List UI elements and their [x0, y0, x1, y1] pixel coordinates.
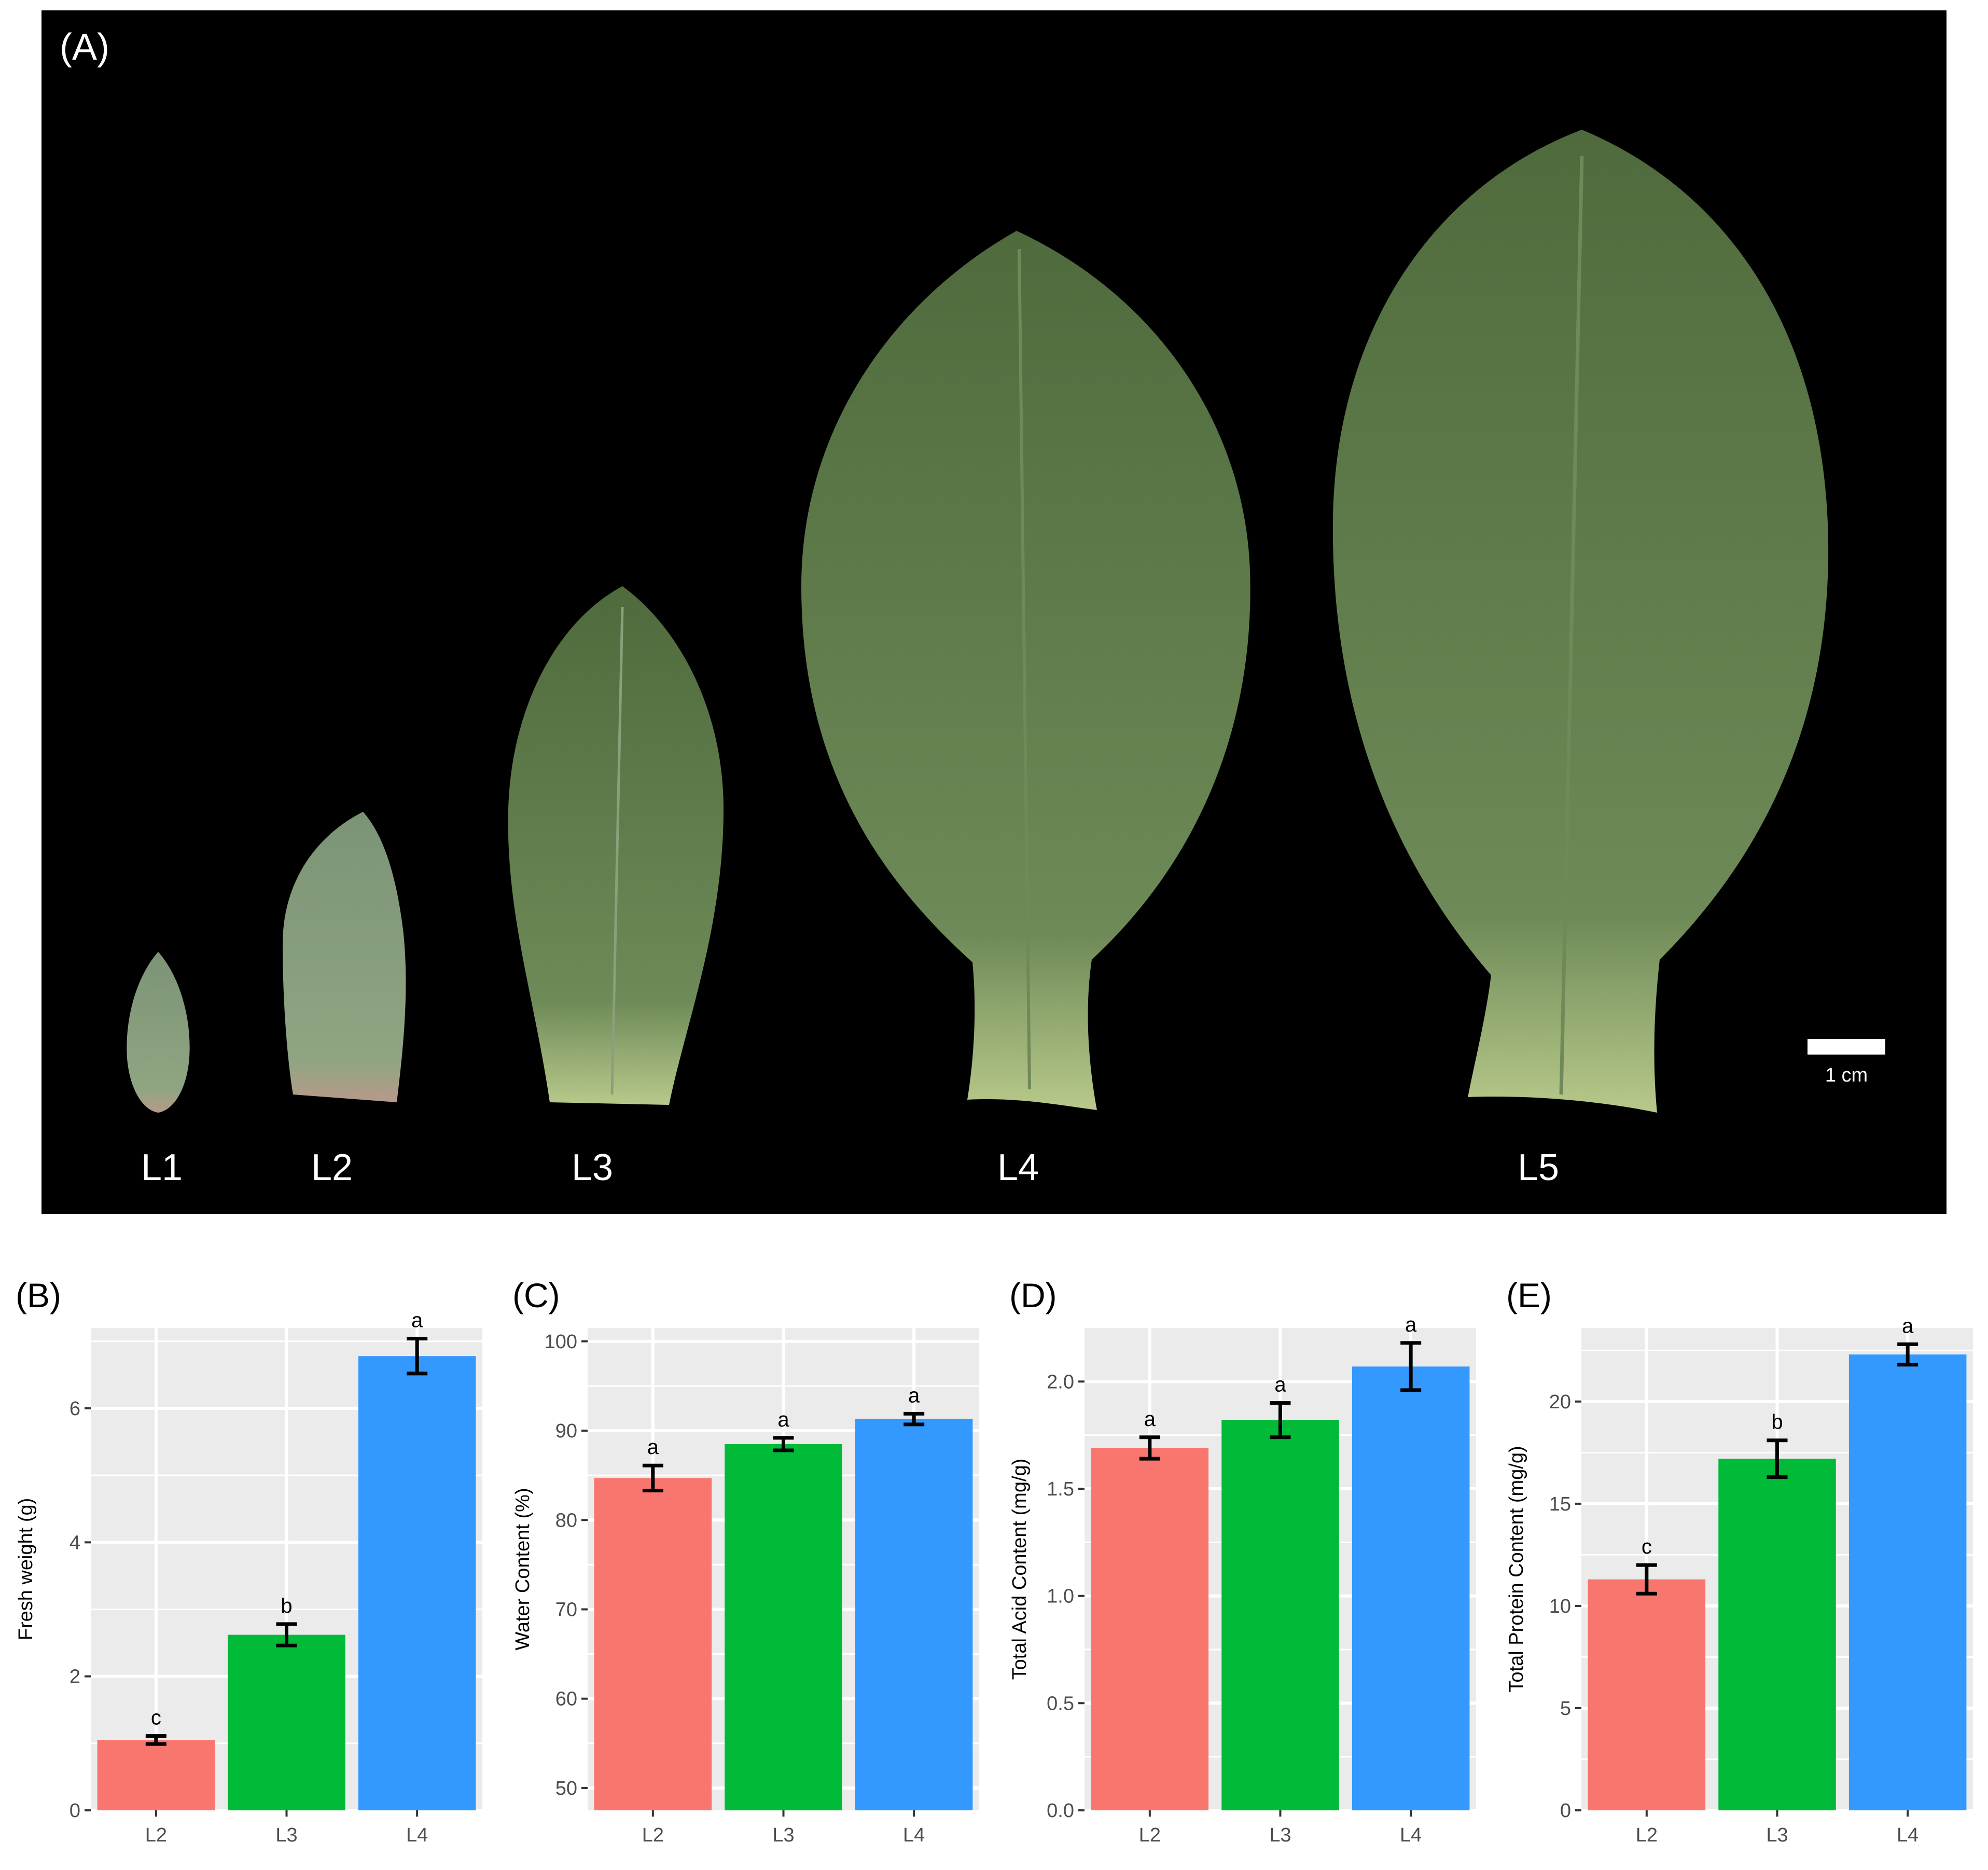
significance-letter-l3: b [1771, 1411, 1783, 1434]
leaf-l5 [1332, 130, 1829, 1113]
chart-d-total-acid: (D) 0.0 0.5 1.0 1.5 2.0 a L2 a L3 a L4 Total Acid Co… [1009, 1276, 1476, 1846]
y-tick-label: 4 [69, 1532, 80, 1554]
y-axis-title: Fresh weight (g) [15, 1498, 37, 1641]
y-tick-label: 6 [69, 1398, 80, 1420]
significance-letter-l2: c [1642, 1535, 1652, 1558]
y-tick-label: 5 [1560, 1698, 1571, 1720]
y-tick-label: 15 [1549, 1493, 1571, 1515]
panel-a-photo: (A) 1 cm L1 L2 L3 L4 L5 [41, 10, 1947, 1214]
significance-letter-l4: a [1902, 1315, 1914, 1338]
y-tick-label: 0.5 [1047, 1693, 1074, 1714]
panel-label: (B) [16, 1276, 61, 1314]
significance-letter-l4: a [411, 1309, 423, 1332]
panel-label: (E) [1506, 1276, 1552, 1314]
error-bar-l3 [1270, 1401, 1291, 1439]
x-tick-label-l3: L3 [1766, 1824, 1788, 1846]
y-tick-label: 20 [1549, 1391, 1571, 1413]
error-bar-l2 [1139, 1435, 1160, 1461]
panel-label: (D) [1009, 1276, 1057, 1314]
y-tick-label: 100 [545, 1331, 577, 1353]
significance-letter-l3: b [281, 1595, 292, 1617]
x-tick-label-l2: L2 [1139, 1824, 1161, 1846]
chart-b-fresh-weight: (B) 0 2 4 6 c L2 b L3 a L4 Fresh weight (g) [15, 1276, 482, 1846]
x-tick-label-l4: L4 [406, 1824, 428, 1846]
significance-letter-l3: a [777, 1408, 789, 1431]
error-bar-l2 [642, 1463, 663, 1492]
x-tick-label-l3: L3 [275, 1824, 297, 1846]
error-bar-l2 [1636, 1563, 1657, 1596]
error-bar-l4 [1400, 1341, 1422, 1392]
y-tick-label: 90 [555, 1420, 577, 1442]
leaf-l2 [283, 812, 406, 1102]
x-tick-label-l2: L2 [1636, 1824, 1658, 1846]
leaf-label-l5: L5 [1518, 1147, 1559, 1188]
significance-letter-l4: a [908, 1384, 920, 1407]
y-tick-label: 0 [69, 1800, 80, 1822]
error-bar-l3 [773, 1436, 794, 1452]
leaf-l5-midrib [1559, 155, 1584, 1095]
y-tick-label: 0.0 [1047, 1800, 1074, 1822]
y-tick-label: 0 [1560, 1800, 1571, 1822]
x-tick-label-l4: L4 [1897, 1824, 1919, 1846]
leaf-l3-midrib [610, 606, 624, 1095]
y-tick-label: 10 [1549, 1596, 1571, 1617]
panel-label: (C) [512, 1276, 560, 1314]
x-tick-label-l2: L2 [145, 1824, 167, 1846]
leaf-l4-midrib [1018, 248, 1031, 1090]
chart-e-total-protein: (E) 0 5 10 15 20 c L2 b L3 a L4 Total Protein Conten… [1506, 1276, 1973, 1846]
bar-l3 [228, 1634, 345, 1810]
bar-l4 [1352, 1366, 1470, 1810]
y-tick-label: 60 [555, 1688, 577, 1710]
error-bar-l2 [145, 1734, 166, 1746]
leaf-l1 [127, 952, 190, 1113]
scale-bar [1808, 1039, 1885, 1055]
error-bar-l4 [407, 1337, 428, 1376]
bar-l4 [1848, 1354, 1967, 1810]
leaf-label-l4: L4 [997, 1147, 1039, 1188]
chart-c-water-content: (C) 50 60 70 80 90 100 a L2 a L3 a L4 Water Content (… [512, 1276, 979, 1846]
y-tick-label: 80 [555, 1509, 577, 1531]
y-tick-label: 2.0 [1047, 1371, 1074, 1393]
x-tick-label-l4: L4 [1400, 1824, 1422, 1846]
panel-a-label: (A) [60, 26, 109, 68]
bar-l3 [725, 1444, 842, 1810]
y-axis-title: Water Content (%) [512, 1488, 534, 1650]
leaf-label-l1: L1 [141, 1147, 183, 1188]
significance-letter-l2: a [1144, 1408, 1156, 1431]
bar-l3 [1718, 1459, 1836, 1810]
significance-letter-l4: a [1405, 1313, 1417, 1336]
x-tick-label-l3: L3 [772, 1824, 794, 1846]
y-tick-label: 1.0 [1047, 1586, 1074, 1608]
x-tick-label-l4: L4 [903, 1824, 925, 1846]
bar-l4 [358, 1356, 476, 1810]
y-axis-title: Total Acid Content (mg/g) [1009, 1459, 1031, 1680]
significance-letter-l2: c [151, 1707, 161, 1729]
error-bar-l3 [276, 1622, 297, 1647]
scale-bar-label: 1 cm [1825, 1064, 1868, 1086]
bar-l3 [1221, 1420, 1339, 1810]
error-bar-l4 [903, 1411, 925, 1426]
bar-l2 [594, 1478, 712, 1810]
x-tick-label-l3: L3 [1269, 1824, 1291, 1846]
significance-letter-l3: a [1274, 1374, 1286, 1396]
y-tick-label: 50 [555, 1778, 577, 1799]
leaf-label-l2: L2 [311, 1147, 353, 1188]
y-tick-label: 70 [555, 1599, 577, 1621]
y-tick-label: 2 [69, 1666, 80, 1688]
bar-l4 [855, 1419, 973, 1810]
y-axis-title: Total Protein Content (mg/g) [1506, 1446, 1527, 1692]
bar-l2 [1091, 1448, 1209, 1810]
leaf-l3 [508, 586, 724, 1105]
leaf-label-l3: L3 [572, 1147, 613, 1188]
x-tick-label-l2: L2 [642, 1824, 664, 1846]
significance-letter-l2: a [647, 1436, 659, 1459]
y-tick-label: 1.5 [1047, 1478, 1074, 1500]
error-bar-l4 [1897, 1342, 1919, 1367]
error-bar-l3 [1767, 1438, 1788, 1479]
bar-l2 [97, 1740, 215, 1810]
bar-l2 [1588, 1579, 1706, 1810]
